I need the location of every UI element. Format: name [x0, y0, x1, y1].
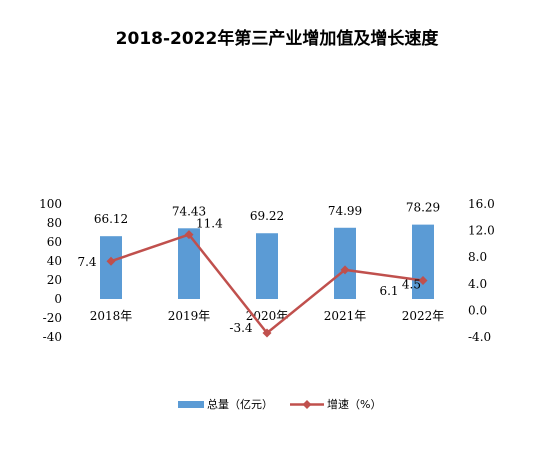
category-label: 2019年	[168, 309, 211, 323]
bar-value-label: 74.99	[328, 204, 362, 218]
chart-title: 2018-2022年第三产业增加值及增长速度	[116, 28, 440, 49]
bar-value-label: 78.29	[406, 201, 440, 215]
bar-value-label: 66.12	[94, 212, 128, 226]
left-tick-label: 80	[47, 216, 62, 230]
legend-bar-swatch	[178, 401, 204, 408]
bar-series	[100, 224, 434, 299]
left-tick-label: 100	[39, 197, 62, 211]
right-axis: 16.0 12.0 8.0 4.0 0.0 -4.0	[468, 197, 495, 344]
line-point	[106, 256, 116, 266]
bar	[334, 227, 356, 299]
bar-value-labels: 66.12 74.43 69.22 74.99 78.29	[94, 201, 440, 227]
line-point	[184, 230, 194, 240]
left-tick-label: 0	[54, 292, 62, 306]
left-axis: 100 80 60 40 20 0 -20 -40	[39, 197, 62, 344]
right-tick-label: -4.0	[468, 330, 491, 344]
line-value-labels: 7.4 11.4 -3.4 6.1 4.5	[77, 217, 421, 335]
category-label: 2018年	[90, 309, 133, 323]
right-tick-label: 16.0	[468, 197, 495, 211]
line-point	[418, 275, 428, 285]
left-tick-label: 60	[47, 235, 62, 249]
right-tick-label: 0.0	[468, 303, 487, 317]
category-labels: 2018年 2019年 2020年 2021年 2022年	[90, 309, 445, 323]
left-tick-label: 20	[47, 273, 62, 287]
line-value-label: 11.4	[196, 217, 223, 231]
right-tick-label: 8.0	[468, 250, 487, 264]
category-label: 2021年	[324, 309, 367, 323]
bar	[178, 228, 200, 299]
bar-value-label: 74.43	[172, 204, 206, 218]
left-tick-label: -20	[43, 311, 62, 325]
line-value-label: 7.4	[77, 255, 96, 269]
category-label: 2022年	[402, 309, 445, 323]
line-value-label: 6.1	[379, 284, 398, 298]
left-tick-label: 40	[47, 254, 62, 268]
bar-value-label: 69.22	[250, 209, 284, 223]
legend-bar-label: 总量（亿元）	[207, 397, 273, 411]
left-tick-label: -40	[43, 330, 62, 344]
bar	[256, 233, 278, 299]
bar	[100, 236, 122, 299]
line-value-label: 4.5	[402, 277, 421, 291]
line-series	[106, 230, 428, 338]
line-point	[262, 328, 272, 338]
line-value-label: -3.4	[229, 321, 253, 335]
line-point	[340, 265, 350, 275]
legend-line-marker	[302, 400, 312, 409]
legend: 总量（亿元） 增速（%）	[178, 397, 381, 411]
right-tick-label: 12.0	[468, 224, 495, 238]
legend-line-label: 增速（%）	[327, 397, 381, 411]
right-tick-label: 4.0	[468, 277, 487, 291]
